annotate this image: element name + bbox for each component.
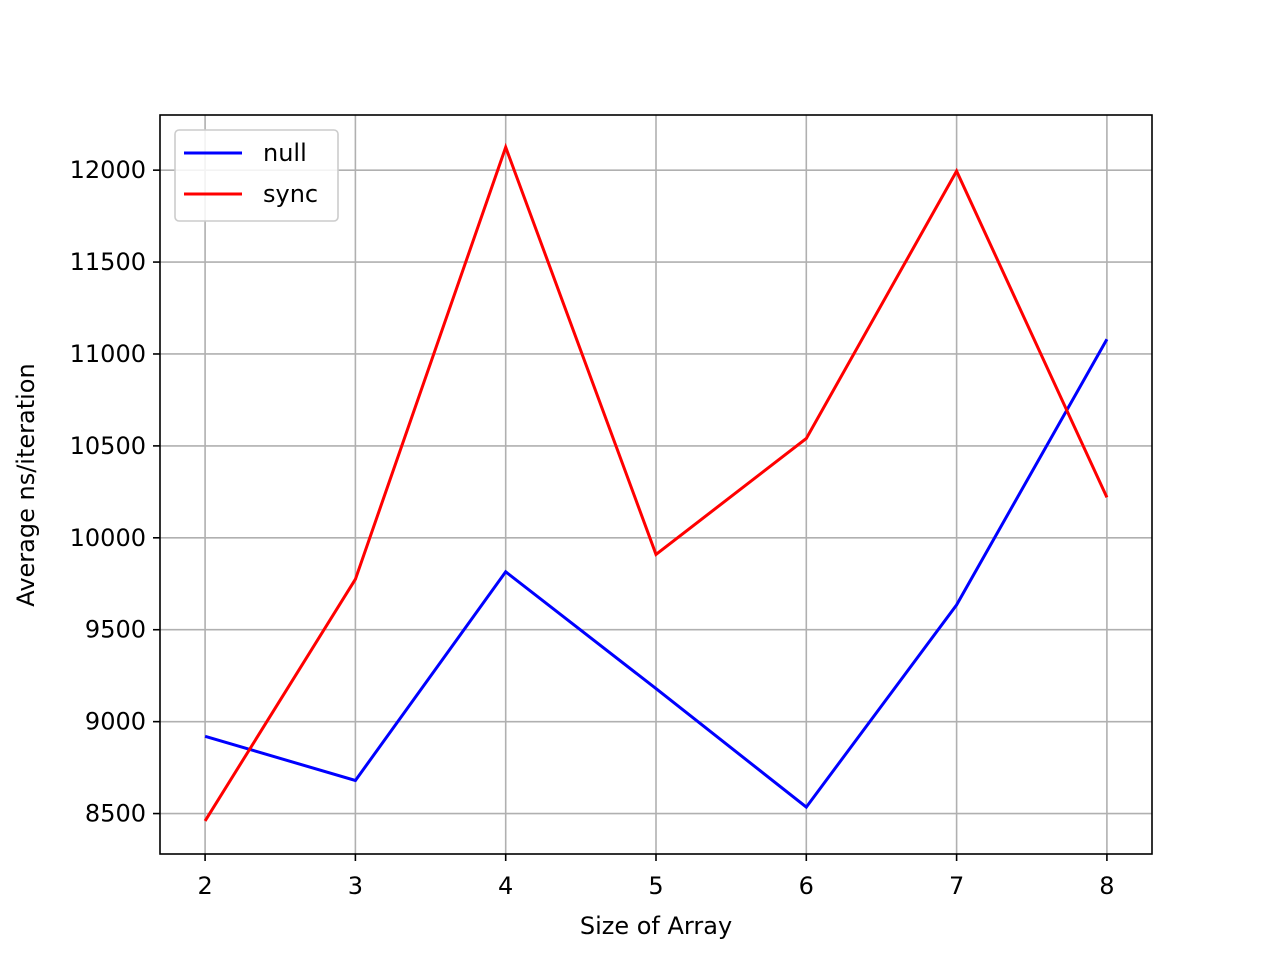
legend-label-sync: sync [263, 180, 318, 208]
legend-label-null: null [263, 139, 307, 167]
x-tick-label: 6 [799, 872, 814, 900]
series-line-null [204, 338, 1109, 810]
x-tick-label: 5 [648, 872, 663, 900]
legend: null sync [174, 129, 339, 222]
x-tick-label: 7 [949, 872, 964, 900]
y-tick-label: 11000 [70, 340, 146, 368]
y-tick-label: 10500 [70, 432, 146, 460]
y-axis-label: Average ns/iteration [12, 363, 40, 606]
x-tick-label: 8 [1099, 872, 1114, 900]
y-tick-label: 12000 [70, 156, 146, 184]
x-axis-label: Size of Array [580, 912, 732, 940]
x-tick-label: 2 [197, 872, 212, 900]
x-tick-label: 3 [348, 872, 363, 900]
x-axis: 2 3 4 5 6 7 8 [197, 854, 1115, 900]
y-axis: 8500 9000 9500 10000 10500 11000 11500 12000 [70, 156, 160, 828]
grid [160, 115, 1152, 854]
y-tick-label: 8500 [85, 800, 146, 828]
y-tick-label: 10000 [70, 524, 146, 552]
x-tick-label: 4 [498, 872, 513, 900]
y-tick-label: 9500 [85, 616, 146, 644]
series-lines [203, 142, 1109, 822]
series-line-sync [203, 142, 1109, 822]
y-tick-label: 9000 [85, 708, 146, 736]
y-tick-label: 11500 [70, 248, 146, 276]
